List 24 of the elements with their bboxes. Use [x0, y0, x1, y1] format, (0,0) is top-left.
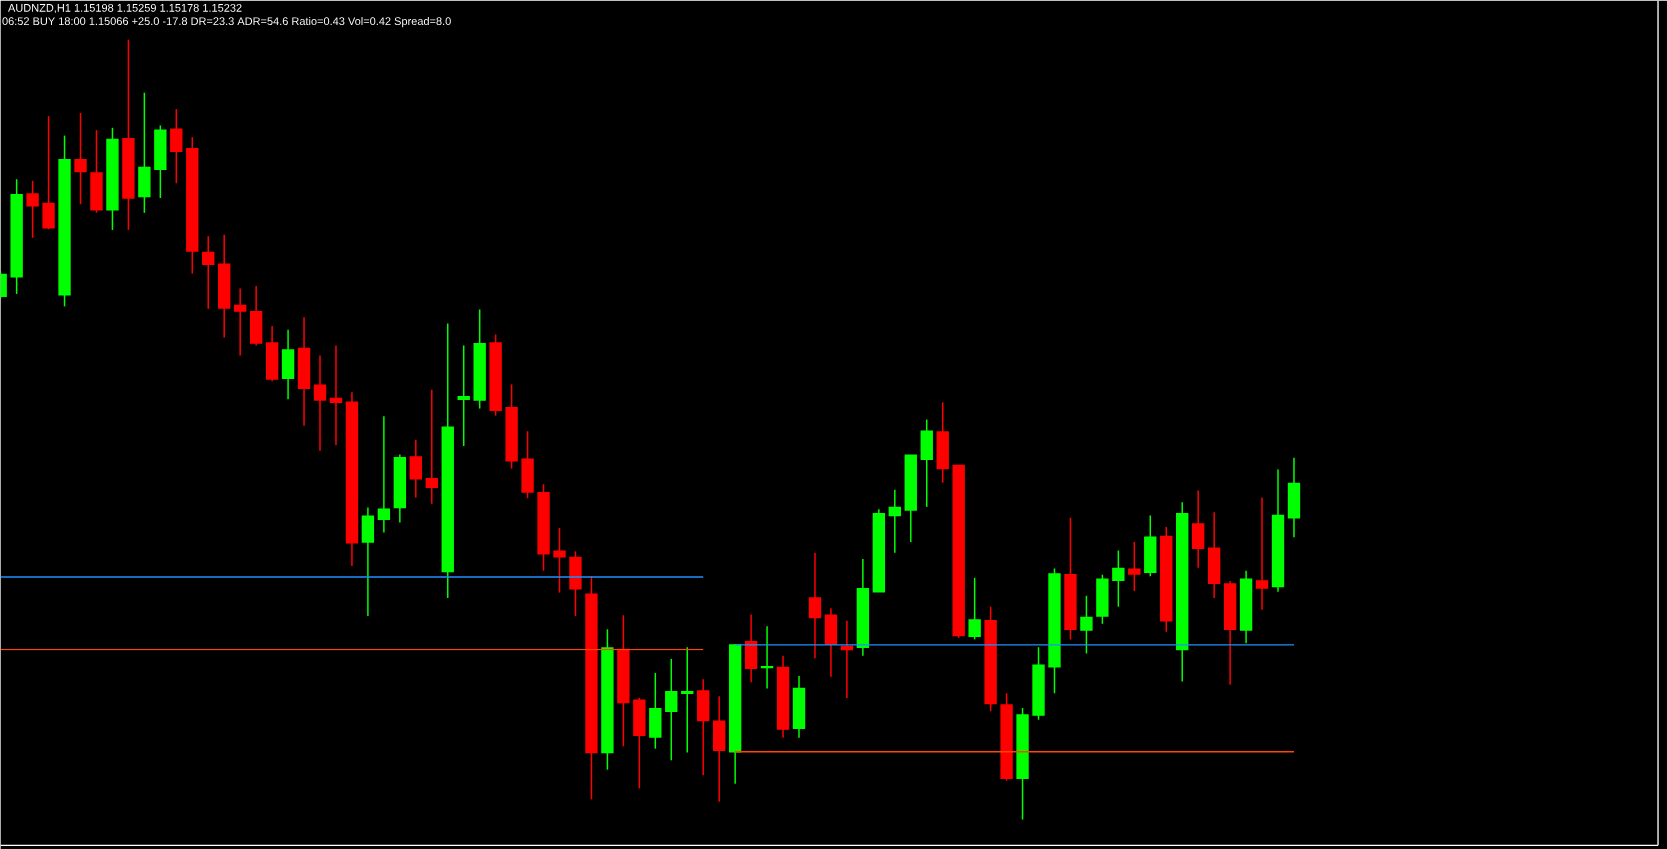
- candlestick: [425, 388, 438, 505]
- candlestick: [888, 488, 901, 554]
- candlestick: [1080, 594, 1093, 655]
- candlestick: [170, 108, 183, 184]
- candlestick: [1255, 496, 1269, 611]
- candlestick: [234, 287, 247, 357]
- candlestick: [665, 658, 678, 761]
- candlestick: [26, 179, 39, 239]
- candlestick: [313, 354, 327, 452]
- chart-subtitle: 06:52 BUY 18:00 1.15066 +25.0 -17.8 DR=23.3 ADR=54.6 Ratio=0.43 Vol=0.42 Spread=8.0: [2, 16, 451, 28]
- candlestick: [1128, 541, 1141, 592]
- candlestick: [968, 576, 981, 641]
- candlestick: [1112, 549, 1125, 608]
- candlestick: [760, 625, 774, 690]
- candlestick: [202, 235, 215, 310]
- candlestick: [553, 526, 566, 594]
- chart-title: AUDNZD,H1 1.15198 1.15259 1.15178 1.15232: [8, 3, 242, 13]
- candlestick: [681, 646, 694, 754]
- candlestick: [329, 344, 343, 446]
- candlestick: [377, 415, 391, 534]
- candlestick: [409, 438, 422, 499]
- candlestick: [457, 344, 470, 447]
- candlestick: [74, 112, 87, 205]
- candlestick: [808, 551, 822, 659]
